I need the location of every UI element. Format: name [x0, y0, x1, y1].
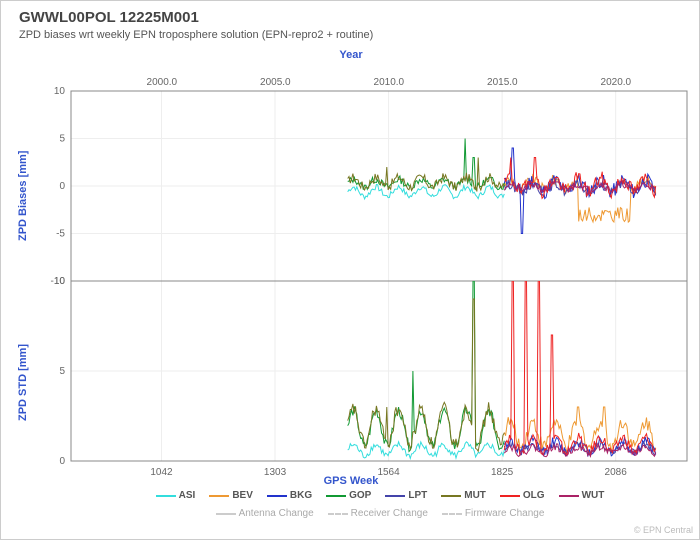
svg-text:10: 10 [54, 276, 66, 287]
legend-item-mut: MUT [441, 489, 486, 503]
legend-item-gop: GOP [326, 489, 371, 503]
legend-item-wut: WUT [559, 489, 605, 503]
svg-text:1042: 1042 [150, 467, 173, 478]
svg-text:5: 5 [59, 366, 65, 377]
plot-svg: -10-505100510104213031564182520862000.02… [1, 1, 700, 541]
svg-text:1303: 1303 [264, 467, 287, 478]
svg-text:2005.0: 2005.0 [260, 77, 291, 88]
legend-item-bkg: BKG [267, 489, 312, 503]
credit: © EPN Central [634, 525, 693, 535]
svg-text:10: 10 [54, 86, 66, 97]
svg-text:1825: 1825 [491, 467, 514, 478]
svg-text:0: 0 [59, 456, 65, 467]
legend-item-bev: BEV [209, 489, 253, 503]
svg-text:2020.0: 2020.0 [601, 77, 632, 88]
svg-text:0: 0 [59, 181, 65, 192]
legend-event: Receiver Change [328, 507, 428, 521]
svg-text:2000.0: 2000.0 [147, 77, 178, 88]
legend: ASI BEV BKG GOP LPT MUT OLG WUT Antenna Change Re… [71, 489, 689, 521]
chart-frame: GWWL00POL 12225M001 ZPD biases wrt weekl… [0, 0, 700, 540]
legend-item-asi: ASI [156, 489, 196, 503]
legend-item-lpt: LPT [385, 489, 427, 503]
svg-text:2086: 2086 [605, 467, 628, 478]
svg-text:-5: -5 [56, 229, 65, 240]
svg-text:2010.0: 2010.0 [374, 77, 405, 88]
svg-text:1564: 1564 [377, 467, 400, 478]
legend-event: Antenna Change [216, 507, 314, 521]
legend-event: Firmware Change [442, 507, 544, 521]
svg-text:2015.0: 2015.0 [487, 77, 518, 88]
legend-item-olg: OLG [500, 489, 545, 503]
svg-text:5: 5 [59, 134, 65, 145]
